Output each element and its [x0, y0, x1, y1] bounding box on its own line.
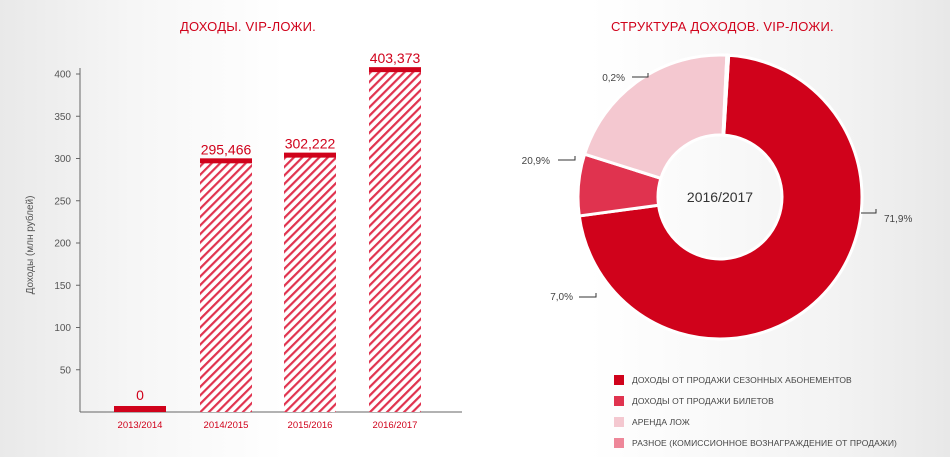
pie-slice	[721, 53, 731, 137]
pie-legend: ДОХОДЫ ОТ ПРОДАЖИ СЕЗОННЫХ АБОНЕМЕНТОВ ДО…	[614, 369, 897, 453]
legend-item: АРЕНДА ЛОЖ	[614, 411, 897, 432]
legend-swatch	[614, 395, 624, 406]
bar-body	[369, 71, 421, 413]
legend-item: ДОХОДЫ ОТ ПРОДАЖИ СЕЗОННЫХ АБОНЕМЕНТОВ	[614, 369, 897, 390]
bar-chart-title: ДОХОДЫ. VIP-ЛОЖИ.	[180, 19, 316, 34]
y-tick-label: 50	[60, 365, 72, 376]
bar-value-label: 302,222	[285, 136, 336, 152]
bar-body	[200, 162, 252, 412]
y-tick-label: 300	[54, 154, 71, 165]
pie-slice	[582, 53, 729, 181]
pie-chart: 2016/2017 71,9% 7,0% 20,9% 0,2%	[522, 53, 912, 341]
legend-label: ДОХОДЫ ОТ ПРОДАЖИ БИЛЕТОВ	[632, 395, 774, 406]
legend-item: РАЗНОЕ (КОМИССИОННОЕ ВОЗНАГРАЖДЕНИЕ ОТ П…	[614, 432, 897, 453]
x-category-label: 2015/2016	[288, 420, 333, 431]
bar-cap	[369, 67, 421, 73]
pie-label-leader	[861, 209, 877, 214]
bar-cap	[284, 152, 336, 158]
y-tick-label: 350	[54, 112, 71, 123]
legend-item: ДОХОДЫ ОТ ПРОДАЖИ БИЛЕТОВ	[614, 390, 897, 411]
bar-cap	[114, 406, 166, 412]
pie-slice-label: 20,9%	[522, 156, 550, 167]
bar-body	[284, 156, 336, 412]
bar-value-label: 0	[136, 387, 144, 403]
x-category-label: 2013/2014	[118, 420, 163, 431]
pie-label-leader	[632, 73, 649, 78]
y-tick-label: 100	[54, 323, 71, 334]
legend-label: РАЗНОЕ (КОМИССИОННОЕ ВОЗНАГРАЖДЕНИЕ ОТ П…	[632, 437, 897, 448]
pie-center-label: 2016/2017	[687, 189, 753, 205]
y-tick-label: 250	[54, 196, 71, 207]
bar-chart: 50 100 150 200 250 300 350 400 Доходы (млн рубле…	[24, 50, 462, 431]
bar-value-label: 295,466	[201, 141, 252, 157]
pie-label-leader	[558, 156, 576, 161]
pie-slice-label: 0,2%	[602, 73, 625, 84]
legend-swatch	[614, 374, 624, 385]
legend-swatch	[614, 437, 624, 448]
bar-cap	[200, 158, 252, 164]
y-axis-label: Доходы (млн рублей)	[24, 196, 36, 295]
pie-slice-label: 71,9%	[884, 214, 912, 225]
legend-label: АРЕНДА ЛОЖ	[632, 416, 690, 427]
y-tick-label: 200	[54, 239, 71, 250]
y-tick-label: 150	[54, 281, 71, 292]
legend-swatch	[614, 416, 624, 427]
y-tick-label: 400	[54, 70, 71, 81]
pie-slice-label: 7,0%	[550, 292, 573, 303]
x-category-label: 2014/2015	[204, 420, 249, 431]
pie-chart-title: СТРУКТУРА ДОХОДОВ. VIP-ЛОЖИ.	[611, 19, 834, 34]
bar-value-label: 403,373	[370, 50, 421, 66]
legend-label: ДОХОДЫ ОТ ПРОДАЖИ СЕЗОННЫХ АБОНЕМЕНТОВ	[632, 374, 852, 385]
pie-label-leader	[579, 293, 597, 298]
pie-slice	[577, 53, 864, 341]
x-category-label: 2016/2017	[373, 420, 418, 431]
